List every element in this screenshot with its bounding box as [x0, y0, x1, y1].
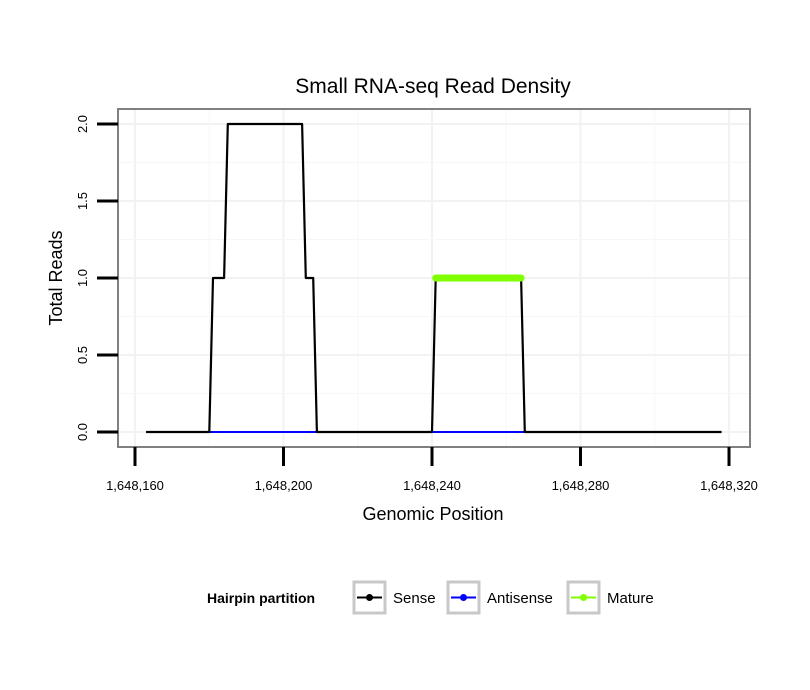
x-axis: 1,648,160 1,648,200 1,648,240 1,648,280 1,64…	[106, 447, 758, 493]
legend-key-mature	[566, 580, 601, 615]
series-layer	[146, 122, 722, 434]
series-sense-line	[146, 122, 722, 434]
legend-key-sense	[352, 580, 387, 615]
legend: Hairpin partition Sense Antisense Mature	[207, 580, 654, 615]
legend-label: Sense	[393, 590, 436, 607]
x-tick-label: 1,648,200	[255, 478, 313, 493]
x-tick-label: 1,648,320	[700, 478, 758, 493]
legend-label: Mature	[607, 590, 654, 607]
legend-label: Antisense	[487, 590, 553, 607]
legend-key-antisense	[446, 580, 481, 615]
legend-key-dot	[580, 594, 587, 601]
legend-title: Hairpin partition	[207, 590, 315, 606]
y-tick-label: 1.5	[75, 192, 90, 210]
y-tick-label: 2.0	[75, 115, 90, 133]
x-tick-label: 1,648,160	[106, 478, 164, 493]
legend-key-dot	[460, 594, 467, 601]
legend-key-dot	[366, 594, 373, 601]
y-axis: 0.0 0.5 1.0 1.5 2.0	[75, 115, 118, 441]
y-tick-label: 1.0	[75, 269, 90, 287]
x-axis-label: Genomic Position	[362, 504, 503, 524]
y-axis-label: Total Reads	[46, 230, 66, 325]
x-tick-label: 1,648,240	[403, 478, 461, 493]
y-tick-label: 0.5	[75, 346, 90, 364]
y-tick-label: 0.0	[75, 423, 90, 441]
x-tick-label: 1,648,280	[552, 478, 610, 493]
chart-title: Small RNA-seq Read Density	[295, 75, 571, 98]
